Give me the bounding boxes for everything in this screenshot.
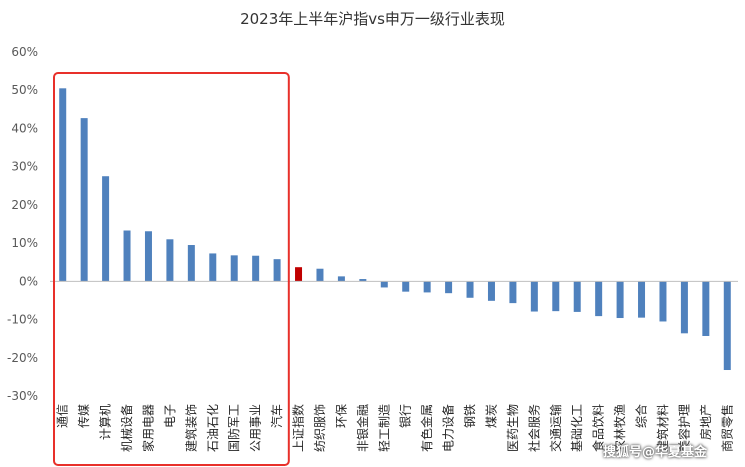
x-tick-label: 纺织服饰 bbox=[313, 404, 327, 452]
bar-29 bbox=[680, 281, 688, 334]
bar-18 bbox=[445, 281, 453, 294]
bar-24 bbox=[573, 281, 581, 312]
x-tick-label: 家用电器 bbox=[140, 404, 155, 452]
x-tick-label: 建筑材料 bbox=[655, 404, 670, 452]
bar-9 bbox=[252, 255, 260, 282]
x-tick-label: 交通运输 bbox=[548, 404, 563, 452]
y-tick-label: 60% bbox=[11, 45, 38, 59]
y-tick-label: 0% bbox=[19, 274, 38, 288]
x-tick-label: 银行 bbox=[399, 404, 413, 428]
bar-1 bbox=[80, 118, 88, 282]
y-tick-label: 30% bbox=[11, 160, 38, 174]
y-tick-label: 50% bbox=[11, 83, 38, 97]
bar-22 bbox=[530, 281, 538, 312]
bar-27 bbox=[638, 281, 646, 318]
x-tick-label: 公用事业 bbox=[249, 404, 263, 452]
x-tick-label: 电子 bbox=[163, 404, 177, 428]
bar-26 bbox=[616, 281, 624, 319]
watermark: 搜狐号@华夏基金 bbox=[603, 445, 708, 460]
bars bbox=[59, 88, 731, 371]
bar-12 bbox=[316, 268, 324, 282]
bar-10 bbox=[273, 259, 281, 282]
x-tick-label: 房地产 bbox=[698, 404, 713, 440]
x-tick-label: 上证指数 bbox=[291, 404, 306, 452]
x-tick-label: 环保 bbox=[334, 404, 348, 428]
bar-3 bbox=[123, 230, 131, 282]
bar-31 bbox=[723, 281, 731, 371]
y-tick-label: -20% bbox=[7, 351, 38, 365]
bar-13 bbox=[337, 276, 345, 282]
highlight-box bbox=[53, 72, 290, 466]
x-tick-label: 机械设备 bbox=[119, 404, 134, 452]
bar-28 bbox=[659, 281, 667, 322]
x-tick-label: 社会服务 bbox=[526, 404, 541, 452]
x-tick-label: 美容护理 bbox=[676, 404, 691, 452]
x-tick-label: 农林牧渔 bbox=[613, 404, 627, 452]
x-tick-label: 医药生物 bbox=[506, 404, 520, 452]
bar-23 bbox=[552, 281, 560, 312]
x-tick-label: 煤炭 bbox=[484, 404, 498, 428]
x-tick-label: 基础化工 bbox=[570, 404, 584, 452]
bar-8 bbox=[230, 255, 238, 282]
bar-14 bbox=[359, 279, 367, 282]
bar-15 bbox=[380, 281, 388, 288]
bar-11 bbox=[295, 267, 303, 282]
x-tick-label: 商贸零售 bbox=[719, 404, 734, 452]
bar-30 bbox=[702, 281, 710, 336]
x-tick-label: 通信 bbox=[56, 404, 70, 428]
x-tick-label: 电力设备 bbox=[442, 404, 456, 452]
bar-0 bbox=[59, 88, 67, 282]
x-tick-label: 汽车 bbox=[269, 404, 284, 428]
x-axis-labels: 通信 传媒 计算机 机械设备 家用电器 电子 建筑装饰 石油石化 国防军工 公用事业 汽车 上证指数纺… bbox=[56, 404, 735, 452]
x-tick-label: 综合 bbox=[634, 404, 649, 428]
y-tick-label: -30% bbox=[7, 389, 38, 403]
x-tick-label: 钢铁 bbox=[463, 404, 477, 428]
bar-16 bbox=[402, 281, 410, 292]
bar-4 bbox=[144, 231, 152, 282]
bar-7 bbox=[209, 253, 217, 282]
x-tick-label: 非银金融 bbox=[355, 404, 370, 452]
bar-20 bbox=[487, 281, 495, 301]
y-tick-label: 20% bbox=[11, 198, 38, 212]
bar-21 bbox=[509, 281, 517, 304]
bar-19 bbox=[466, 281, 474, 298]
bar-25 bbox=[595, 281, 603, 317]
y-tick-label: 40% bbox=[11, 121, 38, 135]
bar-17 bbox=[423, 281, 431, 293]
chart-title: 2023年上半年沪指vs申万一级行业表现 bbox=[240, 10, 505, 28]
y-axis-labels: 60% 50% 40% 30% 20% 10% 0% -10% -20% -30% bbox=[7, 45, 38, 403]
y-tick-label: -10% bbox=[7, 313, 38, 327]
x-tick-label: 石油石化 bbox=[206, 404, 220, 452]
bar-6 bbox=[187, 245, 195, 282]
x-tick-label: 计算机 bbox=[98, 404, 113, 440]
bar-2 bbox=[102, 176, 110, 282]
x-tick-label: 有色金属 bbox=[419, 404, 434, 452]
x-tick-label: 轻工制造 bbox=[377, 404, 391, 452]
x-tick-label: 国防军工 bbox=[226, 404, 241, 452]
y-tick-label: 10% bbox=[11, 236, 38, 250]
x-tick-label: 建筑装饰 bbox=[183, 404, 198, 452]
bar-5 bbox=[166, 239, 174, 282]
x-tick-label: 食品饮料 bbox=[591, 404, 606, 452]
x-tick-label: 传媒 bbox=[76, 404, 91, 428]
